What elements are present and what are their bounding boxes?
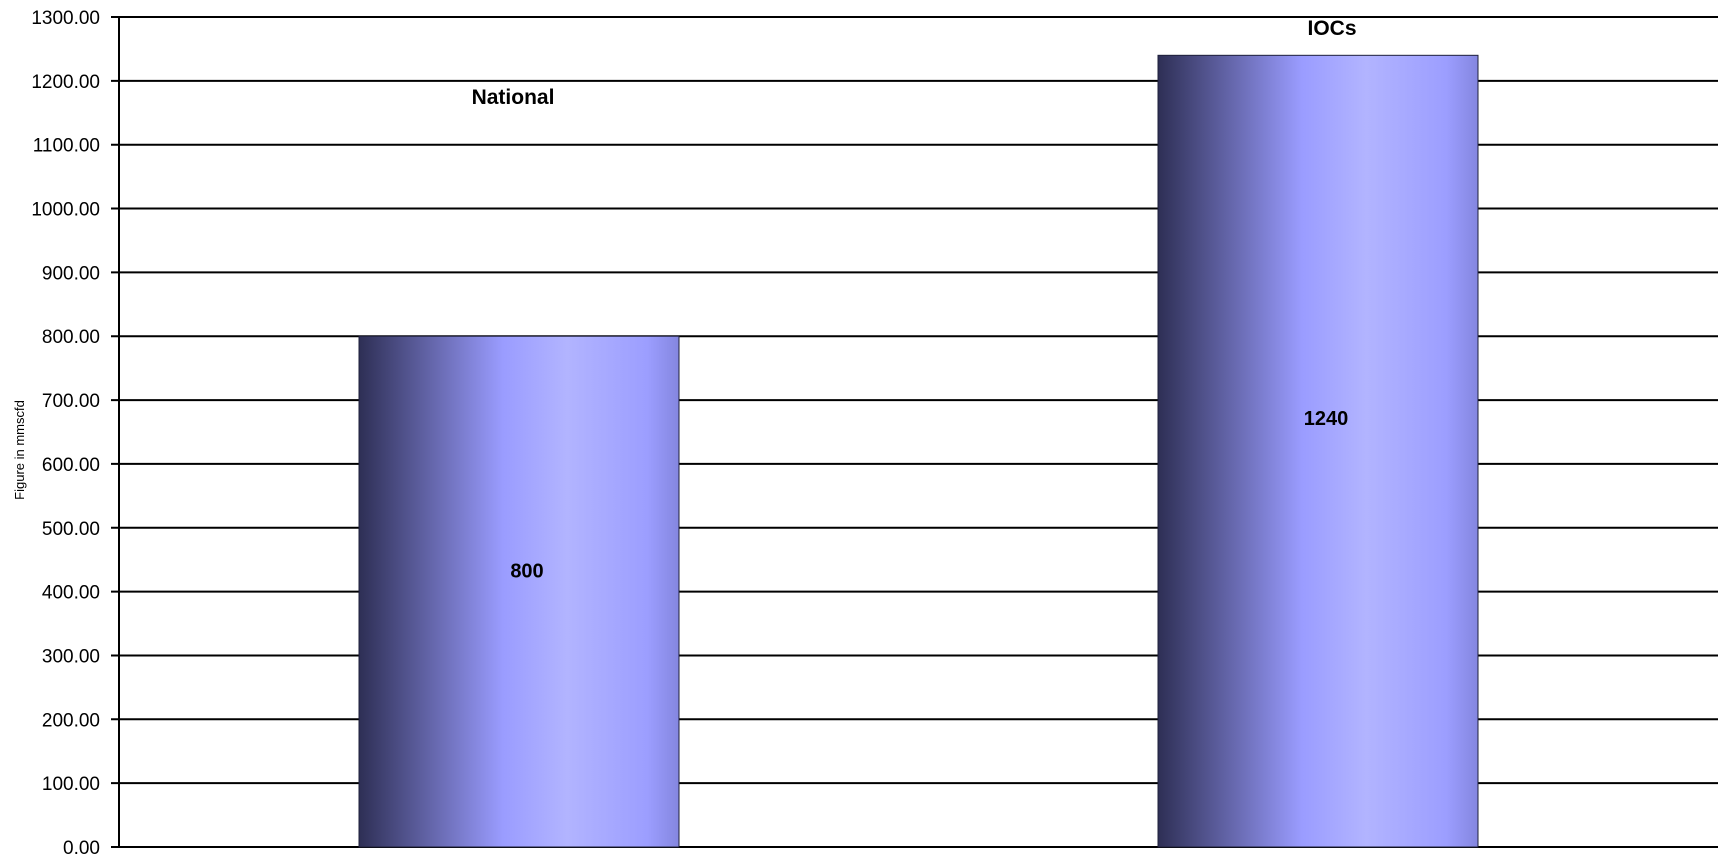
y-tick-label: 1000.00 <box>31 200 100 221</box>
y-tick-label: 500.00 <box>42 519 100 540</box>
data-label: 800 <box>510 561 543 583</box>
y-tick-label: 400.00 <box>42 583 100 604</box>
bar-iocs <box>1157 54 1479 848</box>
y-tick-label: 600.00 <box>42 455 100 476</box>
y-tick-label: 1300.00 <box>31 8 100 29</box>
y-tick-label: 800.00 <box>42 327 100 348</box>
y-tick-label: 200.00 <box>42 710 100 731</box>
y-tick-label: 900.00 <box>42 263 100 284</box>
y-tick-label: 100.00 <box>42 774 100 795</box>
y-tick-label: 700.00 <box>42 391 100 412</box>
category-label: IOCs <box>1307 17 1356 40</box>
y-axis-title: Figure in mmscfd <box>12 400 27 500</box>
category-label: National <box>472 86 555 109</box>
y-tick-label: 1200.00 <box>31 72 100 93</box>
y-tick-label: 300.00 <box>42 646 100 667</box>
y-tick-label: 1100.00 <box>33 136 100 157</box>
y-tick-label: 0.00 <box>63 838 100 859</box>
data-label: 1240 <box>1304 408 1349 430</box>
bar-national <box>358 335 680 848</box>
bars <box>358 54 1479 848</box>
y-axis: 0.00 100.00 200.00 300.00 400.00 500.00 600.00… <box>31 8 120 859</box>
labels: 800 National 1240 IOCs <box>472 17 1357 583</box>
